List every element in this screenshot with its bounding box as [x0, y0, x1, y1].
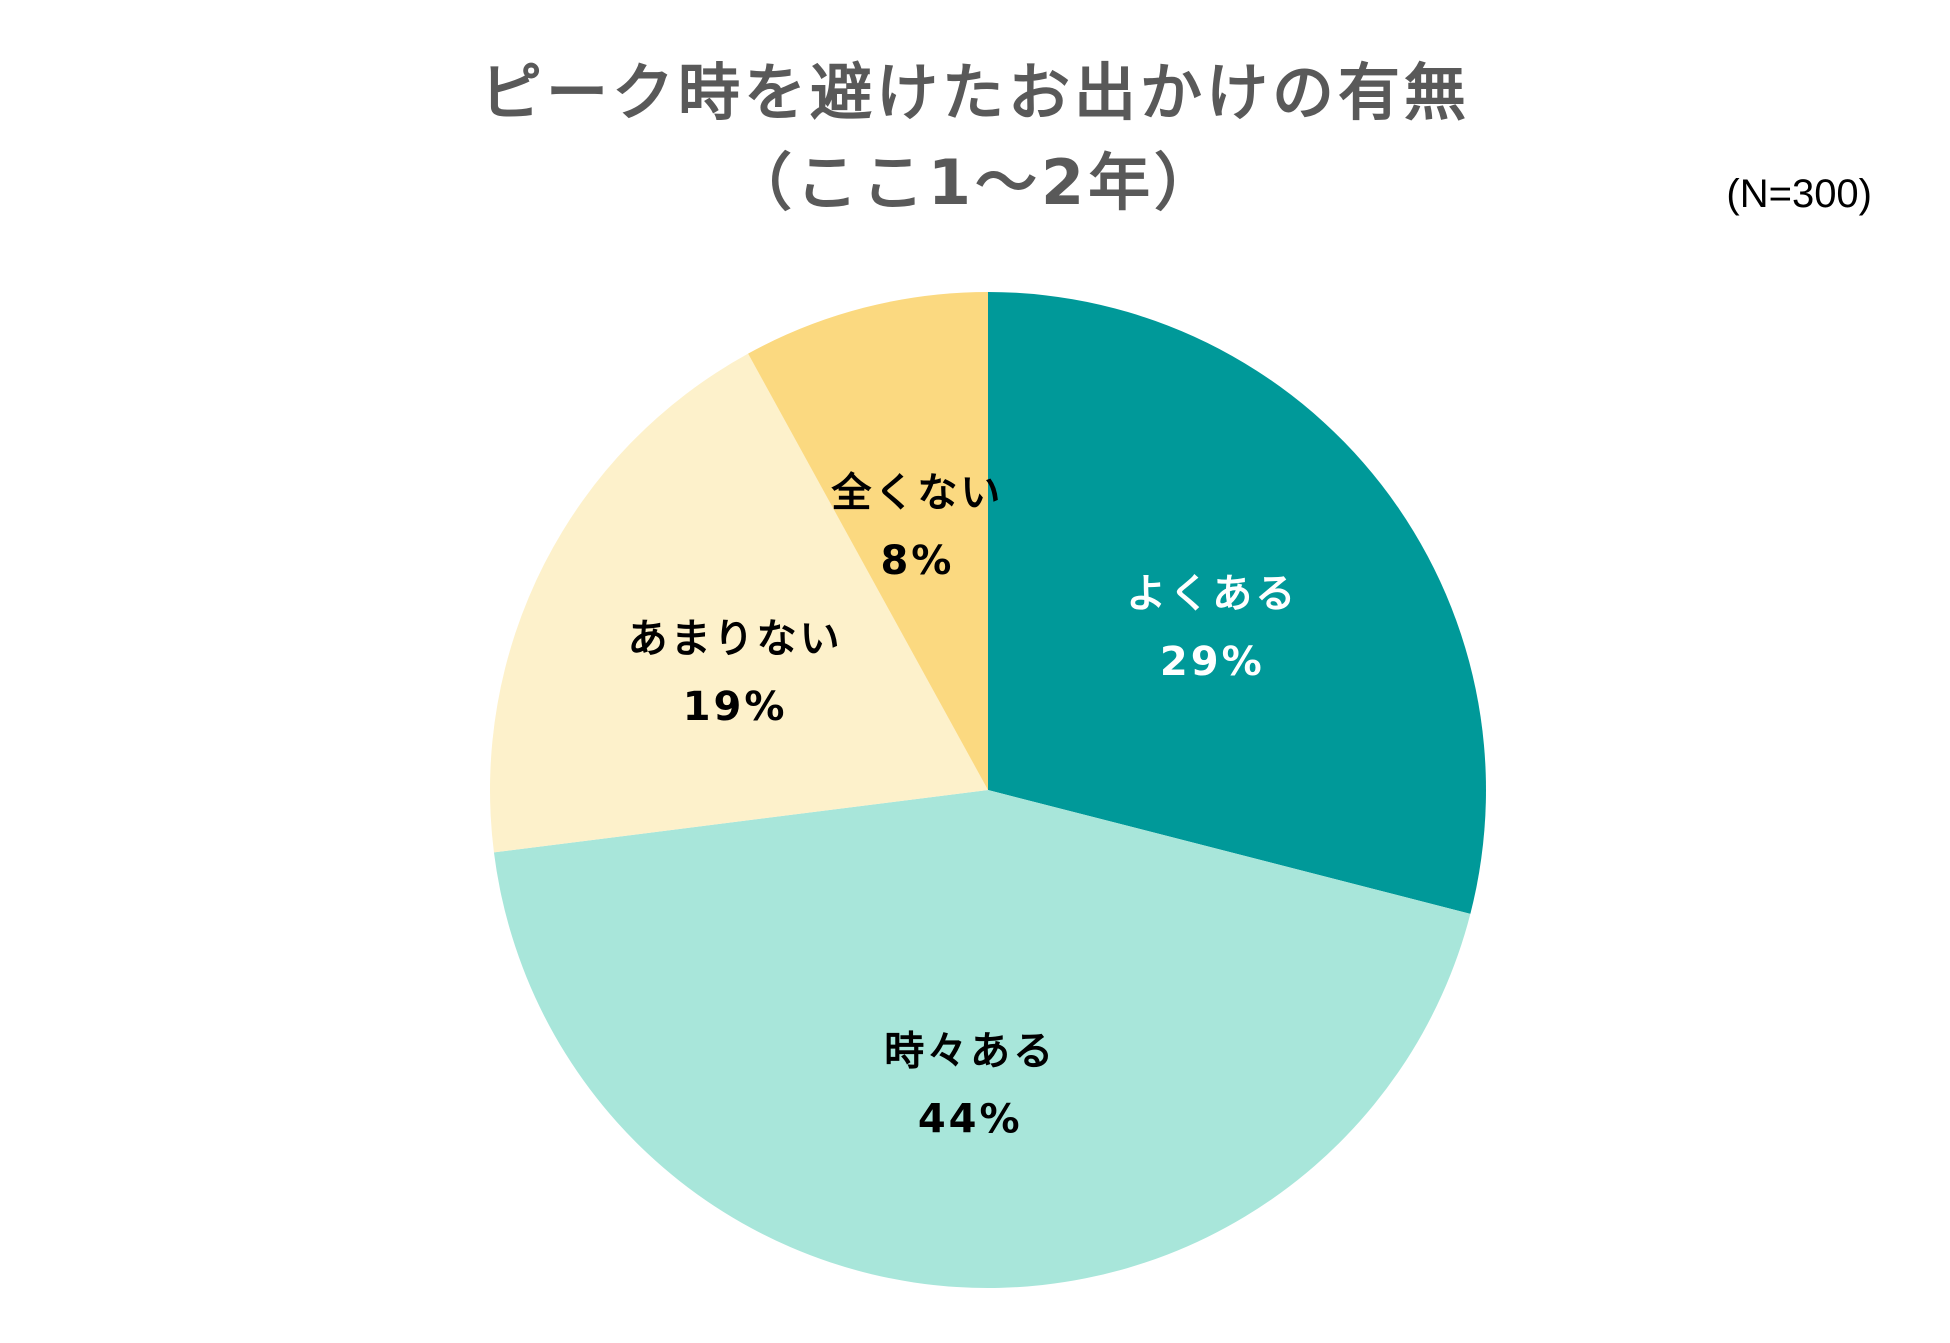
- pie-slices: [490, 292, 1486, 1288]
- slice-amari-nai: [490, 353, 988, 853]
- slice-percent-label: 29%: [1160, 639, 1265, 685]
- slice-tokidoki-aru: [493, 790, 1471, 1288]
- slice-category-label: 時々ある: [884, 1028, 1056, 1074]
- slice-category-label: よくある: [1126, 571, 1298, 617]
- chart-subtitle: （ここ1～2年）: [729, 146, 1221, 219]
- slice-percent-label: 44%: [918, 1096, 1023, 1142]
- slice-percent-label: 19%: [683, 684, 788, 730]
- chart-title: ピーク時を避けたお出かけの有無: [479, 56, 1470, 129]
- sample-size-note: (N=300): [1726, 172, 1872, 216]
- slice-category-label: あまりない: [628, 616, 843, 662]
- slice-yoku-aru: [988, 292, 1486, 914]
- slice-category-label: 全くない: [830, 470, 1003, 516]
- slice-percent-label: 8%: [880, 538, 954, 584]
- slice-mattaku-nai: [748, 292, 988, 790]
- pie-labels: よくある 29% 時々ある 44% あまりない 19% 全くない 8%: [628, 470, 1298, 1142]
